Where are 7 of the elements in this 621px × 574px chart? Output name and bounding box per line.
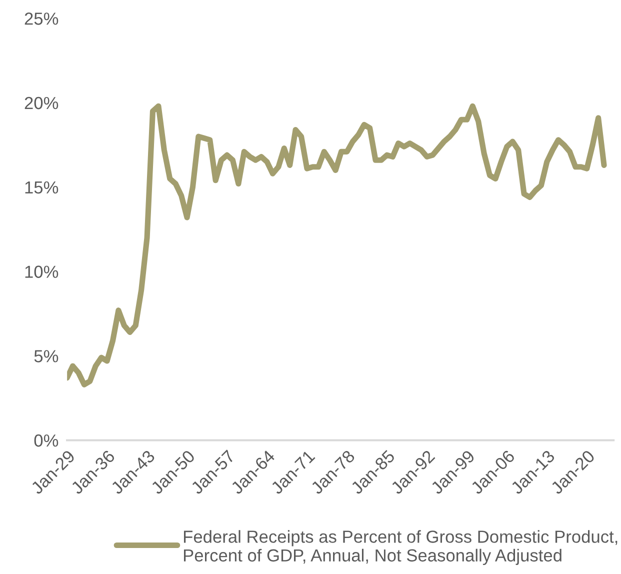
y-tick-label: 10% — [25, 266, 58, 278]
legend-label: Federal Receipts as Percent of Gross Domestic Product, Percent of GDP, Annual, Not Seasonally Adjusted — [184, 530, 618, 566]
y-tick-label: 25% — [24, 12, 58, 25]
y-tick-label: 15% — [25, 181, 58, 194]
y-tick-label: 20% — [24, 96, 58, 110]
y-tick-label: 5% — [34, 350, 58, 362]
y-tick-label: 0% — [34, 434, 58, 447]
